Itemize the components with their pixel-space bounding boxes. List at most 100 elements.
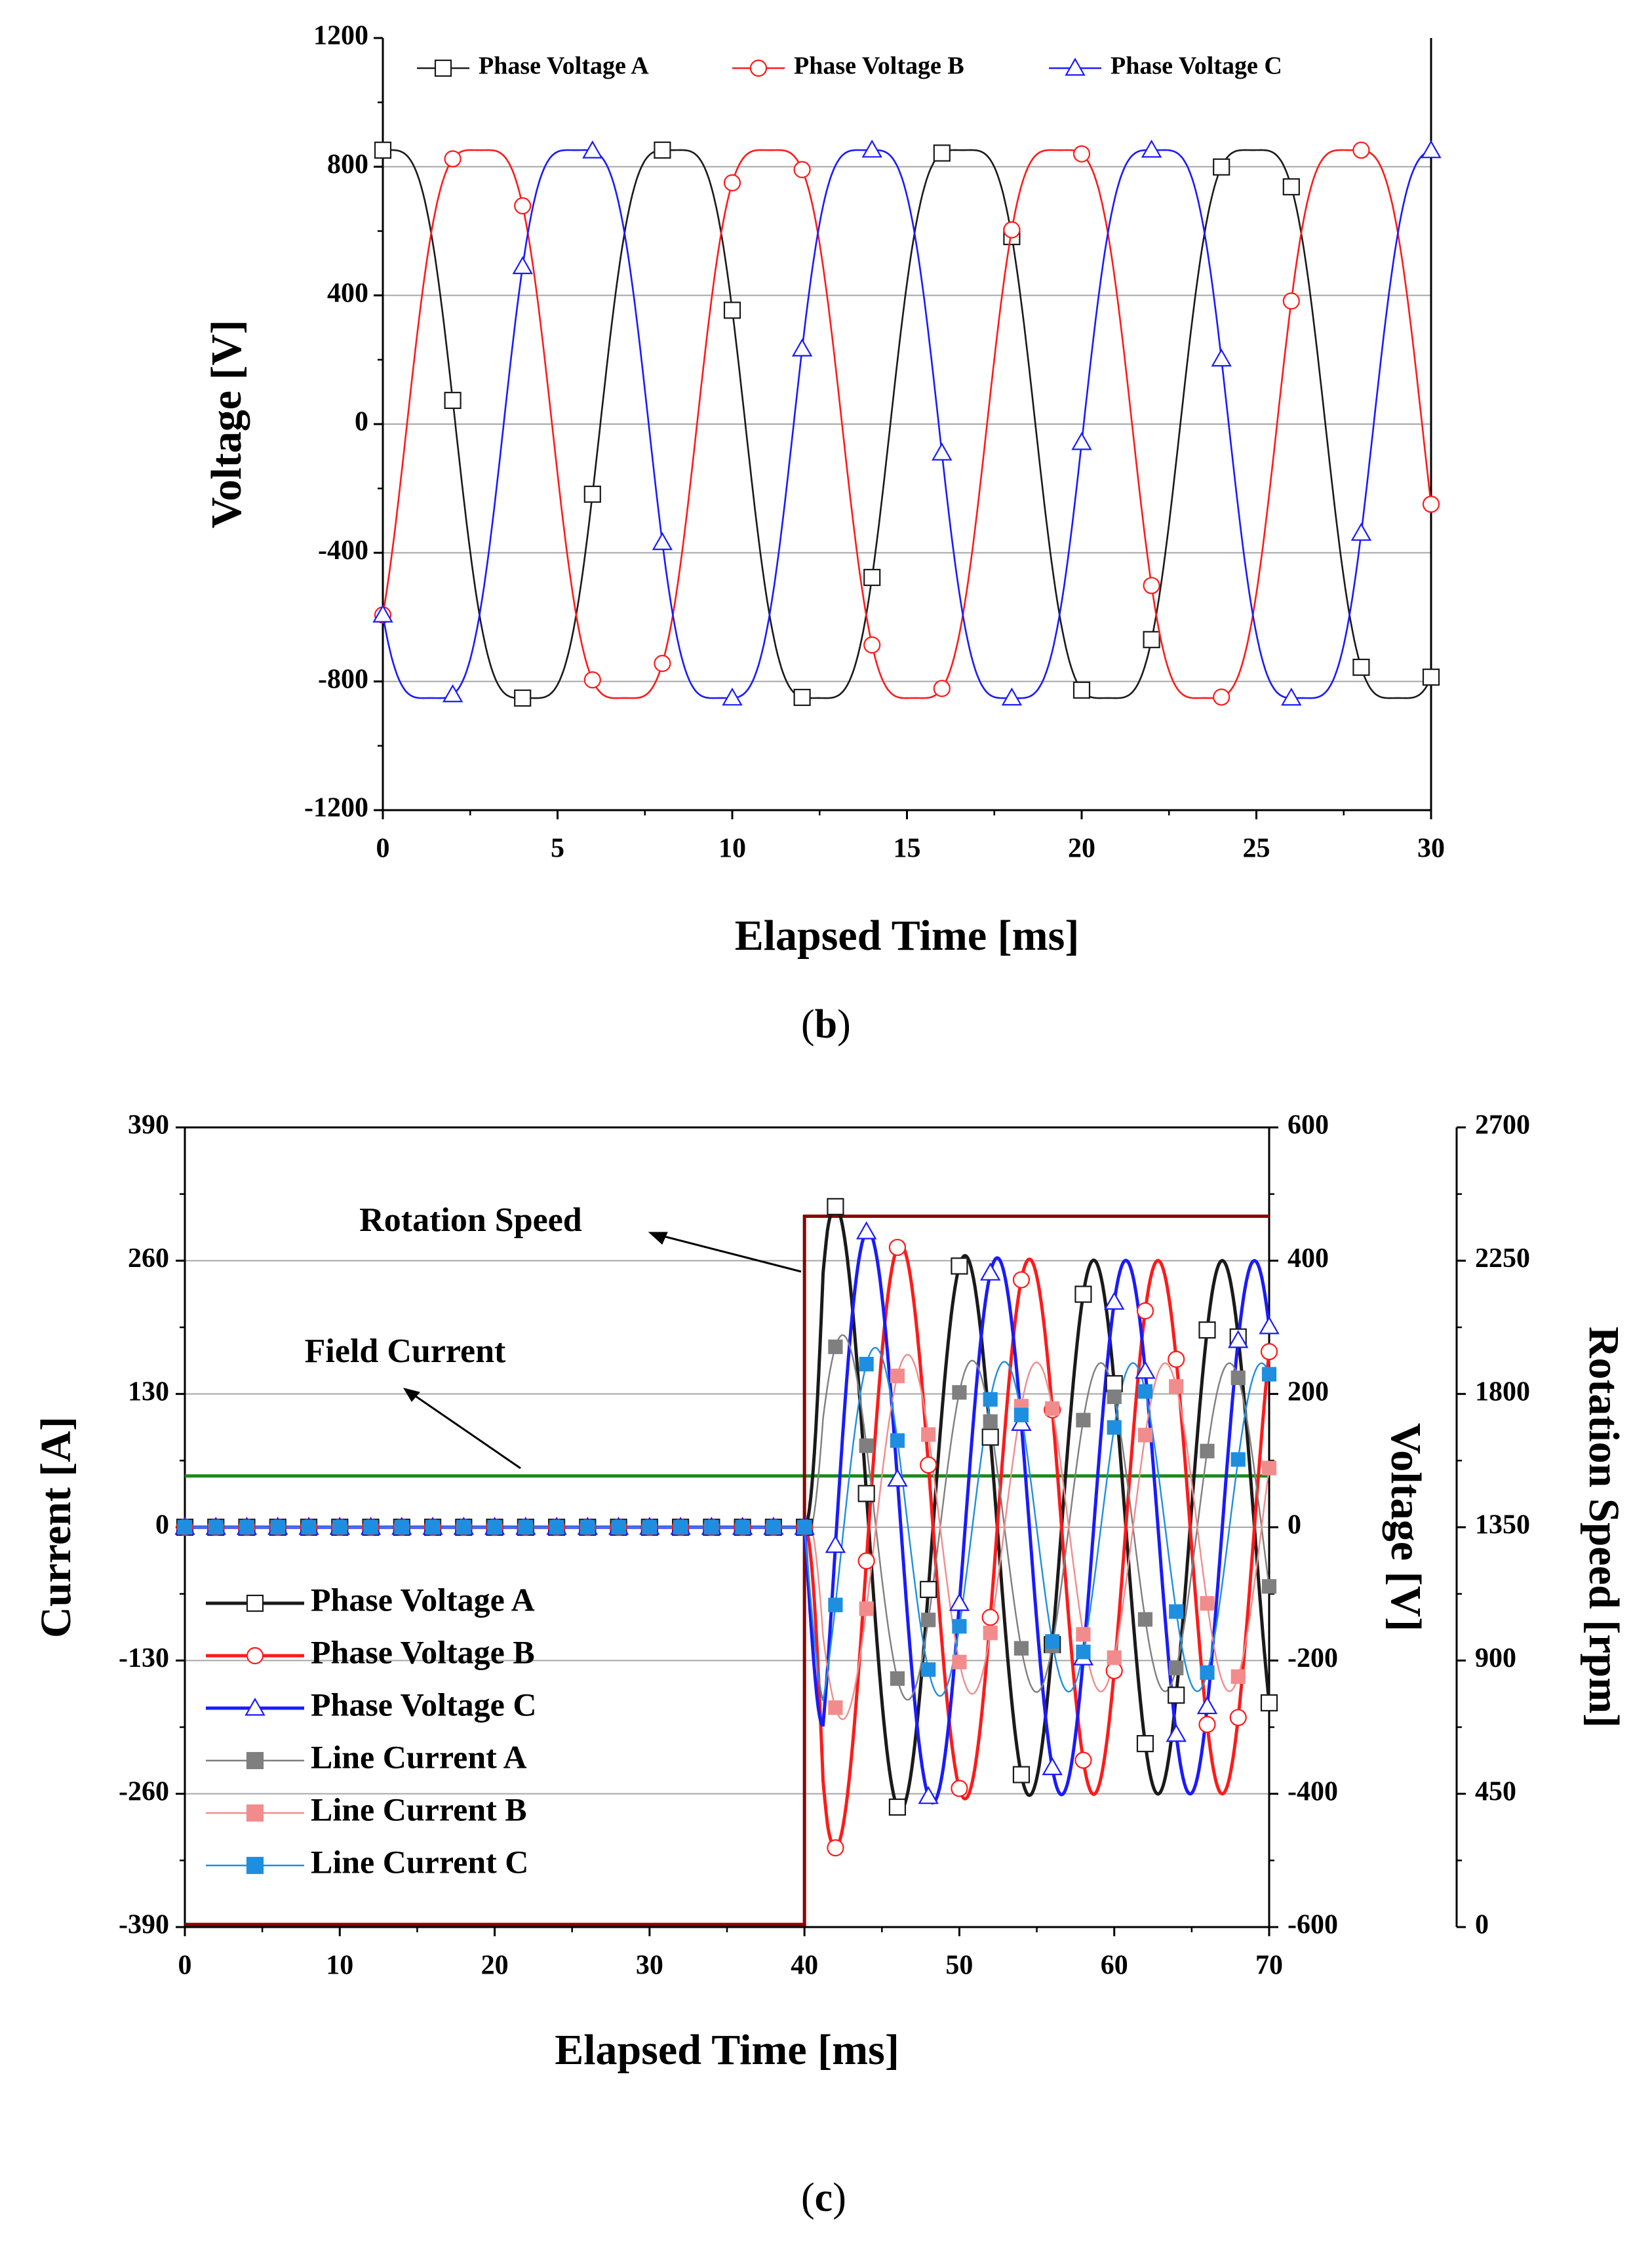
b-series-marker-1	[583, 485, 601, 503]
c-series-marker-2	[1260, 1342, 1278, 1361]
c-x-tick-label: 70	[1255, 1951, 1283, 1981]
c-legend-label: Line Current A	[311, 1738, 527, 1775]
c-left-tick-label: 260	[128, 1243, 169, 1274]
b-series-marker-2	[654, 655, 671, 673]
c-annotation-rotation-speed-arrowhead	[648, 1232, 668, 1245]
c-series-marker-1	[1168, 1687, 1185, 1704]
c-left-tick-label: -260	[119, 1776, 169, 1806]
c-speed-axis-label: Rotation Speed [rpm]	[1580, 1327, 1628, 1728]
panel-b-caption: (b)	[801, 1002, 851, 1047]
c-speed-tick-label: 1800	[1475, 1376, 1530, 1407]
b-series-marker-2	[1003, 221, 1021, 239]
c-series-marker-6	[921, 1662, 936, 1677]
c-series-marker-5	[1137, 1428, 1153, 1443]
b-series-marker-2	[1282, 292, 1300, 310]
c-legend-label: Phase Voltage A	[311, 1581, 535, 1618]
c-series-marker-6	[642, 1519, 657, 1535]
c-series-marker-2	[1012, 1271, 1031, 1289]
c-series-marker-1	[1198, 1321, 1216, 1339]
c-series-marker-6	[1013, 1407, 1029, 1422]
c-right-tick-label: 600	[1288, 1110, 1329, 1141]
b-series-marker-1	[1282, 178, 1300, 196]
c-series-marker-6	[1230, 1452, 1246, 1467]
c-series-marker-1	[888, 1798, 907, 1816]
b-series-marker-1	[1072, 681, 1091, 699]
c-series-marker-3	[1196, 1696, 1218, 1715]
c-series-marker-4	[1261, 1579, 1277, 1594]
c-series-marker-6	[673, 1519, 688, 1535]
c-series-marker-6	[456, 1519, 471, 1535]
b-y-tick-label: -400	[318, 536, 368, 566]
c-series-marker-6	[1107, 1420, 1122, 1435]
c-right-tick-label: 0	[1288, 1510, 1301, 1540]
b-y-tick-label: -800	[318, 664, 368, 694]
c-series-marker-4	[983, 1414, 998, 1429]
c-x-tick-label: 30	[636, 1951, 663, 1981]
c-x-axis-label: Elapsed Time [ms]	[555, 2026, 899, 2074]
c-series-marker-3	[1166, 1723, 1187, 1742]
c-legend-marker	[246, 1856, 264, 1875]
c-series-marker-6	[1076, 1645, 1091, 1660]
b-x-tick-label: 20	[1068, 834, 1095, 864]
b-legend-marker	[434, 59, 452, 77]
b-series-marker-2	[583, 671, 601, 689]
b-y-tick-label: -1200	[304, 793, 368, 823]
b-series-marker-1	[654, 141, 671, 159]
b-y-axis-label: Voltage [V]	[203, 320, 250, 528]
b-series-line-1	[383, 149, 1432, 699]
c-series-marker-5	[859, 1601, 874, 1616]
c-series-marker-2	[981, 1609, 999, 1626]
b-series-marker-3	[372, 604, 393, 623]
b-series-marker-2	[933, 680, 951, 697]
b-legend-label: Phase Voltage B	[794, 52, 964, 80]
c-series-marker-4	[1200, 1443, 1215, 1458]
c-series-marker-6	[797, 1519, 812, 1535]
c-series-marker-5	[828, 1700, 843, 1715]
c-series-marker-6	[890, 1433, 905, 1448]
c-series-marker-5	[890, 1369, 905, 1384]
c-series-marker-6	[363, 1519, 378, 1535]
b-x-tick-label: 30	[1417, 834, 1445, 864]
c-speed-tick-label: 2700	[1475, 1110, 1530, 1141]
c-series-marker-4	[890, 1671, 905, 1686]
c-legend-marker	[246, 1804, 264, 1822]
b-series-marker-3	[722, 687, 743, 706]
c-rotation-speed-line	[185, 1215, 1269, 1926]
c-speed-tick-label: 900	[1475, 1643, 1516, 1673]
c-series-marker-2	[827, 1839, 844, 1857]
c-series-marker-6	[487, 1519, 502, 1535]
c-series-marker-4	[952, 1385, 967, 1400]
c-right-tick-label: -600	[1288, 1910, 1338, 1940]
b-x-tick-label: 0	[376, 834, 390, 864]
c-series-marker-5	[1045, 1401, 1060, 1416]
b-series-marker-2	[1422, 496, 1440, 513]
c-series-marker-3	[856, 1221, 877, 1239]
b-y-tick-label: 800	[327, 149, 368, 180]
b-legend-label: Phase Voltage C	[1111, 52, 1282, 80]
c-series-marker-6	[1169, 1604, 1184, 1619]
b-series-marker-3	[442, 684, 463, 703]
c-legend-label: Phase Voltage C	[311, 1686, 536, 1723]
b-series-line-2	[382, 149, 1432, 699]
c-series-marker-6	[1045, 1634, 1060, 1649]
c-series-marker-6	[1261, 1367, 1277, 1382]
c-legend-marker	[246, 1751, 264, 1770]
c-series-marker-3	[1042, 1757, 1063, 1776]
b-legend-marker	[749, 59, 768, 77]
c-series-marker-4	[859, 1438, 874, 1453]
c-speed-tick-label: 2250	[1475, 1243, 1530, 1274]
c-series-marker-4	[1013, 1641, 1029, 1656]
c-series-marker-5	[983, 1626, 998, 1641]
c-series-marker-5	[1076, 1627, 1091, 1642]
c-series-marker-3	[825, 1534, 846, 1553]
c-series-marker-2	[1105, 1662, 1123, 1680]
c-annotation-rotation-speed: Rotation Speed	[359, 1201, 582, 1239]
b-x-axis-label: Elapsed Time [ms]	[735, 912, 1080, 960]
c-speed-tick-label: 1350	[1475, 1510, 1530, 1540]
b-series-line-3	[382, 149, 1432, 699]
b-series-marker-3	[582, 140, 603, 159]
b-series-marker-3	[861, 139, 882, 158]
panel-c-caption-letter: c	[814, 2175, 833, 2220]
